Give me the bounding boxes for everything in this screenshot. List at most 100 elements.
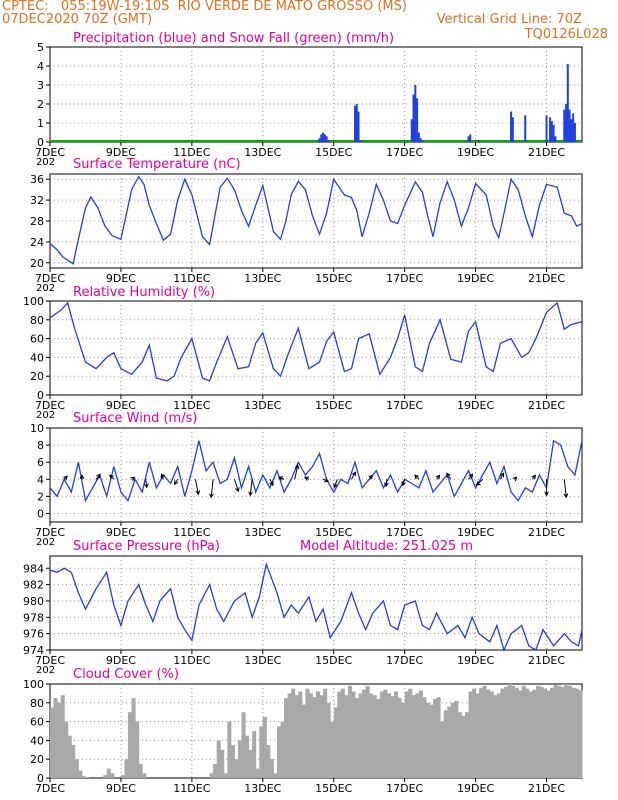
- wind-arrow-head: [499, 472, 505, 478]
- wind-arrow-head: [195, 490, 201, 496]
- cloud-cover-bar: [433, 699, 438, 778]
- x-tick-label: 13DEC: [244, 399, 281, 412]
- precipitation-bar: [565, 104, 568, 142]
- wind-arrow-head: [96, 473, 101, 479]
- cloud-cover-bar: [386, 693, 391, 778]
- cloud-cover-bar: [220, 749, 225, 778]
- x-tick-label: 13DEC: [244, 782, 281, 795]
- wind-arrow: [249, 479, 253, 496]
- wind-arrow: [233, 479, 239, 492]
- cloud-cover-bar: [461, 715, 466, 778]
- precipitation-bar: [416, 98, 419, 142]
- cloud-cover-bar: [78, 770, 83, 778]
- precipitation-bar: [323, 134, 326, 142]
- cloud-cover-bar: [74, 759, 79, 778]
- cloud-cover-bar: [106, 768, 111, 778]
- cloud-cover-bar: [142, 773, 147, 778]
- x-tick-label: 9DEC: [106, 272, 136, 285]
- x-tick-label: 21DEC: [528, 526, 565, 539]
- cloud-cover-bar: [223, 773, 228, 778]
- x-tick-label: 13DEC: [244, 654, 281, 667]
- cloud-cover-bar: [379, 691, 384, 778]
- y-tick-label: 28: [30, 215, 44, 228]
- cloud-cover-bar: [574, 688, 579, 778]
- y-tick-label: 8: [37, 439, 44, 452]
- cloud-cover-bar: [503, 686, 509, 778]
- precipitation-bar: [511, 117, 514, 142]
- precipitation-bar: [563, 109, 566, 142]
- cloud-cover-bar: [511, 685, 516, 778]
- wind-arrow-head: [174, 480, 179, 486]
- x-year-label: 202: [36, 157, 55, 168]
- x-tick-label: 17DEC: [386, 272, 423, 285]
- y-tick-label: 80: [30, 314, 44, 327]
- cloud-cover-bar: [415, 693, 420, 778]
- precipitation-bar: [510, 111, 513, 142]
- cloud-cover-bar: [457, 712, 462, 778]
- wind-arrow: [95, 473, 101, 480]
- wind-arrow-head: [446, 472, 451, 478]
- cloud-cover-bar: [528, 691, 533, 778]
- x-tick-label: 11DEC: [173, 782, 210, 795]
- cloud-cover-bar: [564, 684, 569, 778]
- x-year-label: 202: [36, 537, 55, 548]
- precipitation-bar: [357, 111, 360, 142]
- cloud-cover-bar: [383, 689, 388, 778]
- y-tick-label: 1: [37, 117, 44, 130]
- x-tick-label: 11DEC: [173, 272, 210, 285]
- precipitation-bar: [568, 109, 571, 142]
- precipitation-bar: [359, 140, 362, 142]
- cloud-cover-bar: [291, 688, 296, 778]
- x-tick-label: 9DEC: [106, 526, 136, 539]
- cloud-cover-bar: [344, 695, 349, 778]
- cloud-cover-bar: [486, 689, 491, 778]
- cloud-cover-bar: [103, 775, 108, 778]
- y-tick-label: 4: [37, 473, 44, 486]
- precipitation-bar: [566, 64, 569, 142]
- wind-arrow-head: [294, 464, 300, 470]
- cloud-cover-bar: [394, 691, 399, 778]
- wind-arrow-head: [401, 481, 406, 487]
- cloud-cover-bar: [518, 690, 523, 778]
- y-tick-label: 36: [30, 173, 44, 186]
- y-tick-label: 20: [30, 753, 44, 766]
- cloud-cover-bar: [209, 773, 214, 778]
- cloud-cover-bar: [245, 735, 250, 778]
- cloud-cover-bar: [500, 688, 505, 778]
- wind-arrow: [402, 479, 406, 486]
- wind-arrow: [351, 472, 356, 480]
- cloud-cover-bar: [276, 726, 282, 778]
- x-tick-label: 7DEC: [35, 399, 65, 412]
- x-tick-label: 19DEC: [457, 782, 494, 795]
- cloud-cover-bar: [347, 685, 352, 778]
- x-tick-label: 13DEC: [244, 272, 281, 285]
- x-tick-label: 11DEC: [173, 654, 210, 667]
- x-tick-label: 15DEC: [315, 146, 352, 159]
- cloud-cover-bar: [372, 695, 377, 778]
- y-tick-label: 40: [30, 734, 44, 747]
- x-tick-label: 21DEC: [528, 654, 565, 667]
- cloud-cover-bar: [472, 688, 477, 778]
- wind-arrow-head: [384, 482, 389, 488]
- cloud-cover-bar: [351, 691, 356, 778]
- x-tick-label: 17DEC: [386, 782, 423, 795]
- cloud-cover-bar: [294, 695, 299, 778]
- x-tick-label: 9DEC: [106, 399, 136, 412]
- x-tick-label: 17DEC: [386, 654, 423, 667]
- cloud-cover-bar: [479, 687, 484, 778]
- cloud-cover-bar: [337, 691, 342, 778]
- panel-title: Surface Pressure (hPa): [73, 539, 220, 554]
- y-tick-label: 978: [23, 611, 44, 624]
- y-tick-label: 0: [37, 389, 44, 402]
- series-line: [49, 301, 583, 382]
- x-tick-label: 7DEC: [35, 654, 65, 667]
- cloud-cover-bar: [578, 690, 583, 778]
- precipitation-bar: [322, 132, 325, 142]
- wind-arrow-head: [79, 474, 85, 480]
- cloud-cover-bar: [464, 712, 470, 778]
- cloud-cover-bar: [234, 759, 239, 778]
- cloud-cover-bar: [237, 740, 243, 778]
- y-tick-label: 976: [23, 628, 44, 641]
- cloud-cover-bar: [128, 712, 133, 778]
- cloud-cover-bar: [259, 726, 264, 778]
